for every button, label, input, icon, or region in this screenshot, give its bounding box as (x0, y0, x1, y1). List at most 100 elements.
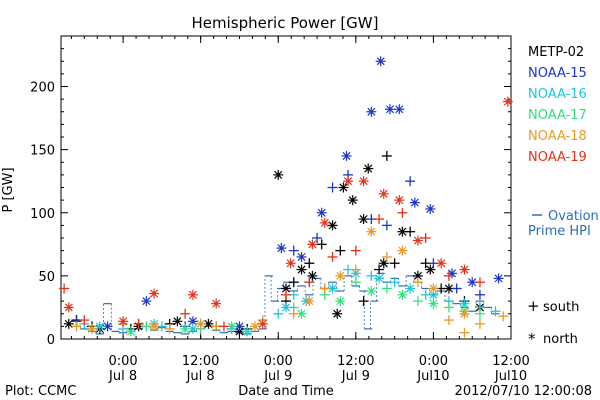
ovation-label-line2: Prime HPI (528, 224, 591, 239)
x-tick-date: Jul 9 (263, 369, 292, 384)
x-tick-date: Jul 8 (108, 369, 137, 384)
data-point-north (125, 326, 136, 337)
data-point-north (363, 163, 374, 174)
data-point-north (327, 220, 338, 231)
data-point-south (304, 277, 315, 288)
data-point-north (203, 318, 214, 329)
x-tick-time: 12:00 (182, 354, 219, 369)
data-point-north (459, 308, 470, 319)
footer-credit: Plot: CCMC (5, 384, 76, 399)
data-point-north (63, 318, 74, 329)
legend-item: NOAA-19 (528, 150, 587, 165)
legend: METP-02 NOAA-15 NOAA-16 NOAA-17 NOAA-18 NOAA-… (528, 45, 587, 165)
data-point-north (378, 258, 389, 269)
data-point-north (226, 321, 237, 332)
data-point-south (498, 311, 509, 322)
data-point-south (389, 277, 400, 288)
x-tick-date: Jul 9 (341, 369, 370, 384)
data-point-north (187, 316, 198, 327)
data-point-south (327, 251, 338, 262)
scatter-points (59, 56, 513, 338)
data-point-south (381, 251, 392, 262)
data-point-south (288, 277, 299, 288)
data-point-south (180, 308, 191, 319)
data-point-north (180, 323, 191, 334)
symbol-south-label: south (543, 300, 579, 315)
data-point-north (307, 239, 318, 250)
symbol-north-label: north (543, 332, 578, 347)
data-point-south (281, 289, 291, 300)
data-point-north (257, 318, 268, 329)
data-point-south (312, 233, 323, 243)
data-point-south (405, 176, 416, 187)
y-tick-label: 200 (30, 81, 55, 96)
data-point-north (502, 96, 513, 107)
footer-timestamp: 2012/07/10 12:00:08 (455, 384, 592, 399)
data-point-south (374, 264, 385, 275)
data-point-north (358, 214, 369, 225)
ovation-legend: Ovation Prime HPI (528, 209, 599, 239)
x-axis-label: Date and Time (238, 384, 334, 399)
x-tick-date: Jul 8 (186, 369, 215, 384)
data-point-north (211, 298, 222, 309)
data-point-north (409, 197, 420, 208)
symbol-south-glyph: + (527, 297, 540, 315)
data-point-north (378, 188, 389, 199)
symbol-legend: + south * north (527, 297, 579, 348)
data-point-south (451, 283, 462, 294)
data-point-south (79, 315, 90, 326)
data-point-north (443, 283, 454, 294)
data-point-south (218, 321, 229, 332)
data-point-north (304, 296, 315, 307)
data-point-south (366, 270, 377, 281)
data-point-south (350, 277, 361, 288)
data-point-south (381, 283, 392, 294)
legend-item: NOAA-15 (528, 66, 587, 81)
data-point-north (187, 289, 198, 300)
data-point-south (288, 308, 299, 319)
x-tick-time: 0:00 (419, 354, 448, 369)
data-point-south (374, 214, 385, 225)
data-point-south (420, 233, 431, 243)
data-point-north (347, 195, 358, 206)
chart-title: Hemispheric Power [GW] (192, 14, 379, 32)
x-tick-time: 0:00 (108, 354, 137, 369)
legend-item: NOAA-17 (528, 108, 587, 123)
data-point-south (381, 220, 392, 231)
data-point-north (341, 150, 352, 161)
data-point-north (366, 286, 377, 297)
data-point-south (443, 315, 454, 326)
data-point-south (350, 264, 361, 275)
data-point-north (358, 176, 369, 187)
data-point-north (273, 169, 284, 180)
data-point-north (118, 316, 129, 327)
data-point-north (172, 316, 183, 327)
data-point-south (381, 150, 392, 161)
legend-item: NOAA-16 (528, 87, 587, 102)
data-point-south (459, 327, 470, 338)
data-point-north (94, 321, 105, 332)
data-point-north (412, 235, 423, 246)
y-tick-label: 50 (38, 270, 55, 285)
legend-item: METP-02 (528, 45, 584, 60)
data-point-south (490, 306, 501, 317)
data-point-south (350, 245, 361, 256)
x-tick-time: 12:00 (337, 354, 374, 369)
data-point-north (195, 318, 206, 329)
data-point-south (474, 289, 485, 300)
data-point-south (443, 270, 454, 281)
data-point-north (394, 195, 405, 206)
data-point-north (316, 207, 327, 218)
y-tick-label: 150 (30, 144, 55, 159)
legend-item: NOAA-18 (528, 129, 587, 144)
data-point-south (412, 296, 423, 307)
data-point-north (425, 264, 436, 275)
data-point-north (276, 243, 287, 254)
data-point-south (319, 283, 330, 294)
data-point-south (304, 258, 315, 269)
data-point-south (71, 321, 82, 332)
y-tick-label: 100 (30, 207, 55, 222)
x-tick-date: Jul10 (416, 369, 449, 384)
data-point-south (288, 245, 299, 256)
y-tick-label: 0 (47, 333, 55, 348)
